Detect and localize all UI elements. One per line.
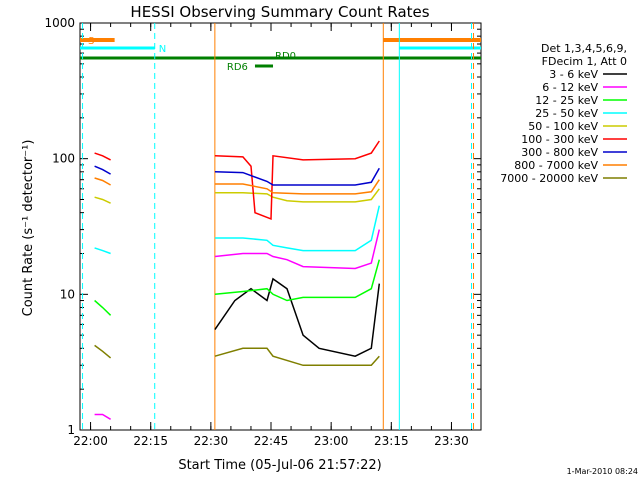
y-tick-label: 1 <box>67 423 75 437</box>
series-line <box>214 229 381 270</box>
legend-entry-label: 300 - 800 keV <box>521 146 598 159</box>
legend: Det 1,3,4,5,6,9, FDecim 1, Att 0 3 - 6 k… <box>500 42 627 185</box>
chart-title: HESSI Observing Summary Count Rates <box>130 3 429 21</box>
legend-header-line-2: FDecim 1, Att 0 <box>542 55 627 68</box>
series-line <box>214 277 381 357</box>
y-axis-label: Count Rate (s⁻¹ detector⁻¹) <box>21 140 36 317</box>
series-line <box>94 152 111 161</box>
legend-header-line-1: Det 1,3,4,5,6,9, <box>541 42 627 55</box>
x-axis-label: Start Time (05-Jul-06 21:57:22) <box>178 458 381 473</box>
series-line <box>94 177 111 186</box>
y-tick-label: 10 <box>60 287 75 301</box>
flag-rd0-label: RD0 <box>275 51 296 62</box>
series-line <box>214 259 381 302</box>
plot-frame <box>79 22 482 431</box>
series-lines <box>94 140 381 420</box>
x-tick-label: 22:45 <box>254 434 289 448</box>
series-line <box>94 247 111 255</box>
status-flags: S N RD0 RD6 <box>80 23 481 430</box>
legend-entry-label: 50 - 100 keV <box>528 120 598 133</box>
x-tick-label: 22:30 <box>194 434 229 448</box>
legend-entry-label: 3 - 6 keV <box>549 68 598 81</box>
y-tick-label: 100 <box>52 152 75 166</box>
legend-entry-label: 7000 - 20000 keV <box>500 172 598 185</box>
series-line <box>94 165 111 175</box>
legend-entry-label: 25 - 50 keV <box>535 107 598 120</box>
series-line <box>94 344 112 359</box>
x-tick-label: 22:15 <box>133 434 168 448</box>
series-line <box>94 299 112 316</box>
series-line <box>214 205 381 252</box>
axis-ticks: 22:00 22:15 22:30 22:45 23:00 23:15 23:30 1 10 10… <box>44 16 481 448</box>
series-line <box>214 188 380 203</box>
series-line <box>94 196 111 204</box>
flag-n-label: N <box>159 44 166 55</box>
x-tick-label: 22:00 <box>73 434 108 448</box>
series-line <box>214 347 380 367</box>
x-tick-label: 23:30 <box>434 434 469 448</box>
legend-entry-label: 12 - 25 keV <box>535 94 598 107</box>
flag-rd6-label: RD6 <box>227 62 248 73</box>
legend-entry-label: 100 - 300 keV <box>521 133 598 146</box>
flag-s-label: S <box>88 36 94 47</box>
series-line <box>94 413 111 420</box>
x-tick-label: 23:00 <box>314 434 349 448</box>
legend-entry-label: 6 - 12 keV <box>542 81 598 94</box>
y-tick-label: 1000 <box>44 16 75 30</box>
series-line <box>214 140 380 220</box>
series-line <box>214 167 380 186</box>
legend-entry-label: 800 - 7000 keV <box>514 159 598 172</box>
x-tick-label: 23:15 <box>374 434 409 448</box>
print-timestamp: 1-Mar-2010 08:24 <box>567 467 638 476</box>
series-line <box>214 179 380 195</box>
